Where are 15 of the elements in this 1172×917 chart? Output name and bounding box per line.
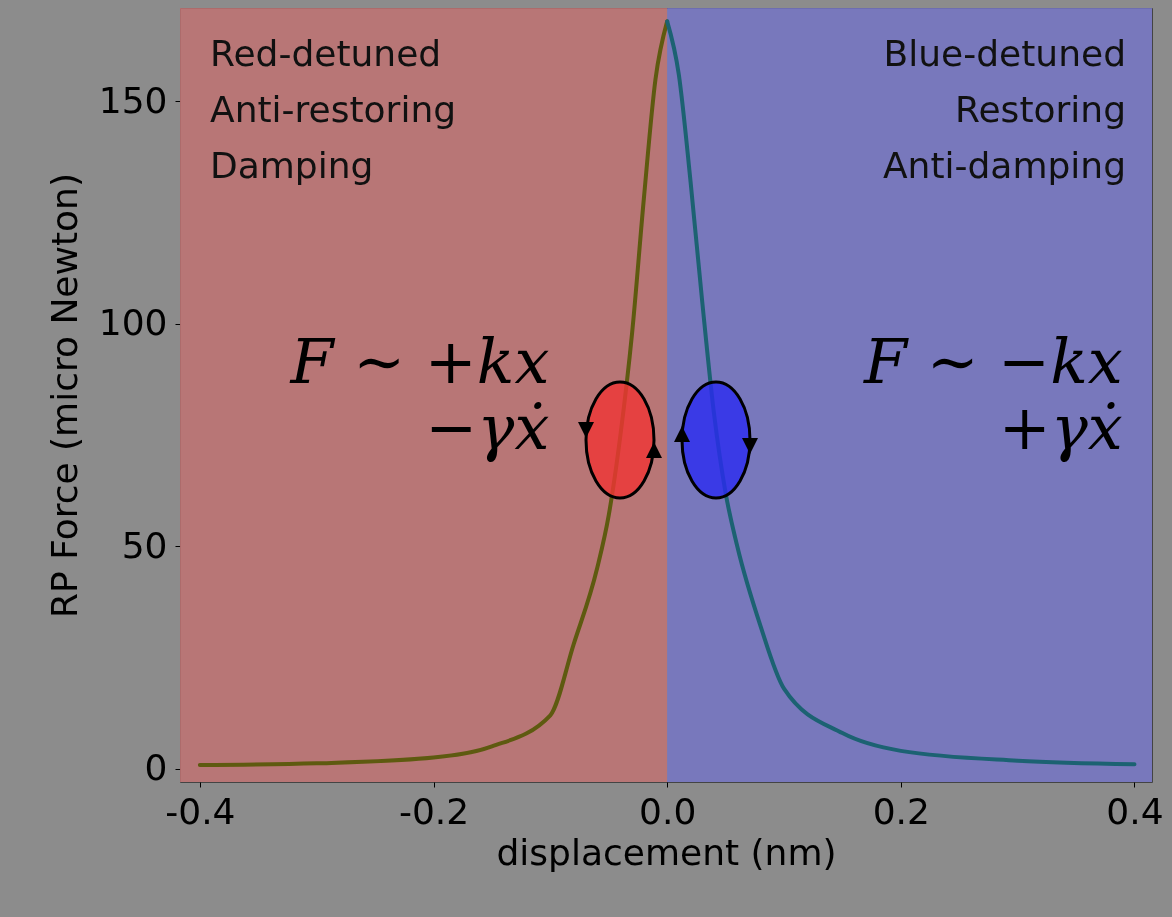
band-label: Blue-detuned Restoring Anti-damping <box>882 33 1126 186</box>
y-tick-label: 150 <box>98 79 168 121</box>
band-label: Red-detuned Anti-restoring Damping <box>210 33 457 186</box>
y-tick-label: 100 <box>98 302 168 344</box>
y-tick-label: 0 <box>144 747 168 789</box>
x-tick-label: -0.2 <box>398 790 470 832</box>
annotation: F ∼ −kx +γẋ <box>862 325 1123 465</box>
x-tick-label: 0.0 <box>639 790 697 832</box>
x-tick-label: 0.4 <box>1106 790 1164 832</box>
y-axis-title: RP Force (micro Newton) <box>43 173 85 618</box>
x-tick-label: 0.2 <box>872 790 930 832</box>
x-axis-title: displacement (nm) <box>496 831 837 873</box>
y-tick-label: 50 <box>121 524 168 566</box>
annotation: F ∼ +kx −γẋ <box>289 325 550 465</box>
x-tick-label: -0.4 <box>165 790 236 832</box>
